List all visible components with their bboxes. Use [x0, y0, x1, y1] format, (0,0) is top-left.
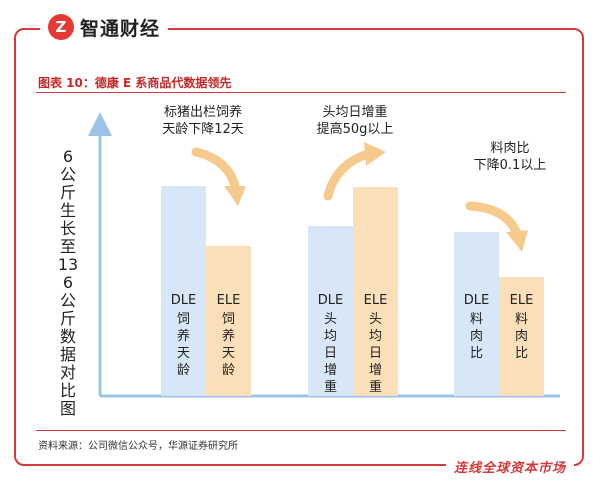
- bar-category-text: 头均日增重: [368, 312, 382, 395]
- source-divider: [36, 430, 566, 431]
- bar-label-ele-2: ELE 头均日增重: [353, 292, 398, 396]
- figure-title: 图表 10：德康 E 系商品代数据领先: [38, 76, 232, 90]
- bar-dle-1: [161, 186, 206, 396]
- bar-label-ele-1: ELE 饲养天龄: [206, 292, 251, 379]
- bar-category-text: 头均日增重: [323, 312, 337, 395]
- bar-label-ele-3: ELE 料肉比: [499, 292, 544, 362]
- source-note: 资料来源：公司微信公众号，华源证券研究所: [38, 441, 238, 452]
- trend-arrow-down-3: [465, 201, 528, 252]
- bar-ele-3: [499, 277, 544, 396]
- bar-series-code: ELE: [216, 293, 241, 308]
- bar-ele-1: [206, 246, 251, 396]
- bar-series-code: DLE: [463, 293, 490, 308]
- title-divider: [36, 92, 566, 93]
- annotation-1: 标猪出栏饲养 天龄下降12天: [162, 105, 244, 137]
- bar-category-text: 饲养天龄: [176, 312, 190, 378]
- bar-category-text: 饲养天龄: [221, 312, 235, 378]
- trend-arrow-down-1: [191, 147, 246, 206]
- trend-arrow-up-2: [323, 142, 386, 201]
- annotation-2: 头均日增重 提高50g以上: [316, 105, 394, 137]
- y-axis-label: 6公斤生长至136公斤数据对比图: [57, 147, 79, 418]
- annotation-3: 料肉比 下降0.1以上: [473, 141, 547, 173]
- bar-dle-2: [308, 226, 353, 396]
- bar-category-text: 料肉比: [469, 312, 483, 361]
- bar-series-code: ELE: [509, 293, 534, 308]
- bar-series-code: DLE: [170, 293, 197, 308]
- slogan: 连线全球资本市场: [445, 457, 574, 476]
- bar-label-dle-3: DLE 料肉比: [454, 292, 499, 362]
- brand-logo-icon: Z: [48, 14, 74, 40]
- bar-series-code: ELE: [363, 293, 388, 308]
- bar-label-dle-2: DLE 头均日增重: [308, 292, 353, 396]
- bar-series-code: DLE: [317, 293, 344, 308]
- bar-label-dle-1: DLE 饲养天龄: [161, 292, 206, 379]
- chart-frame: [14, 28, 584, 466]
- bar-category-text: 料肉比: [514, 312, 528, 361]
- brand-logo: Z 智通财经: [40, 10, 169, 44]
- bar-dle-3: [454, 232, 499, 396]
- brand-name: 智通财经: [80, 17, 161, 40]
- bar-ele-2: [353, 187, 398, 396]
